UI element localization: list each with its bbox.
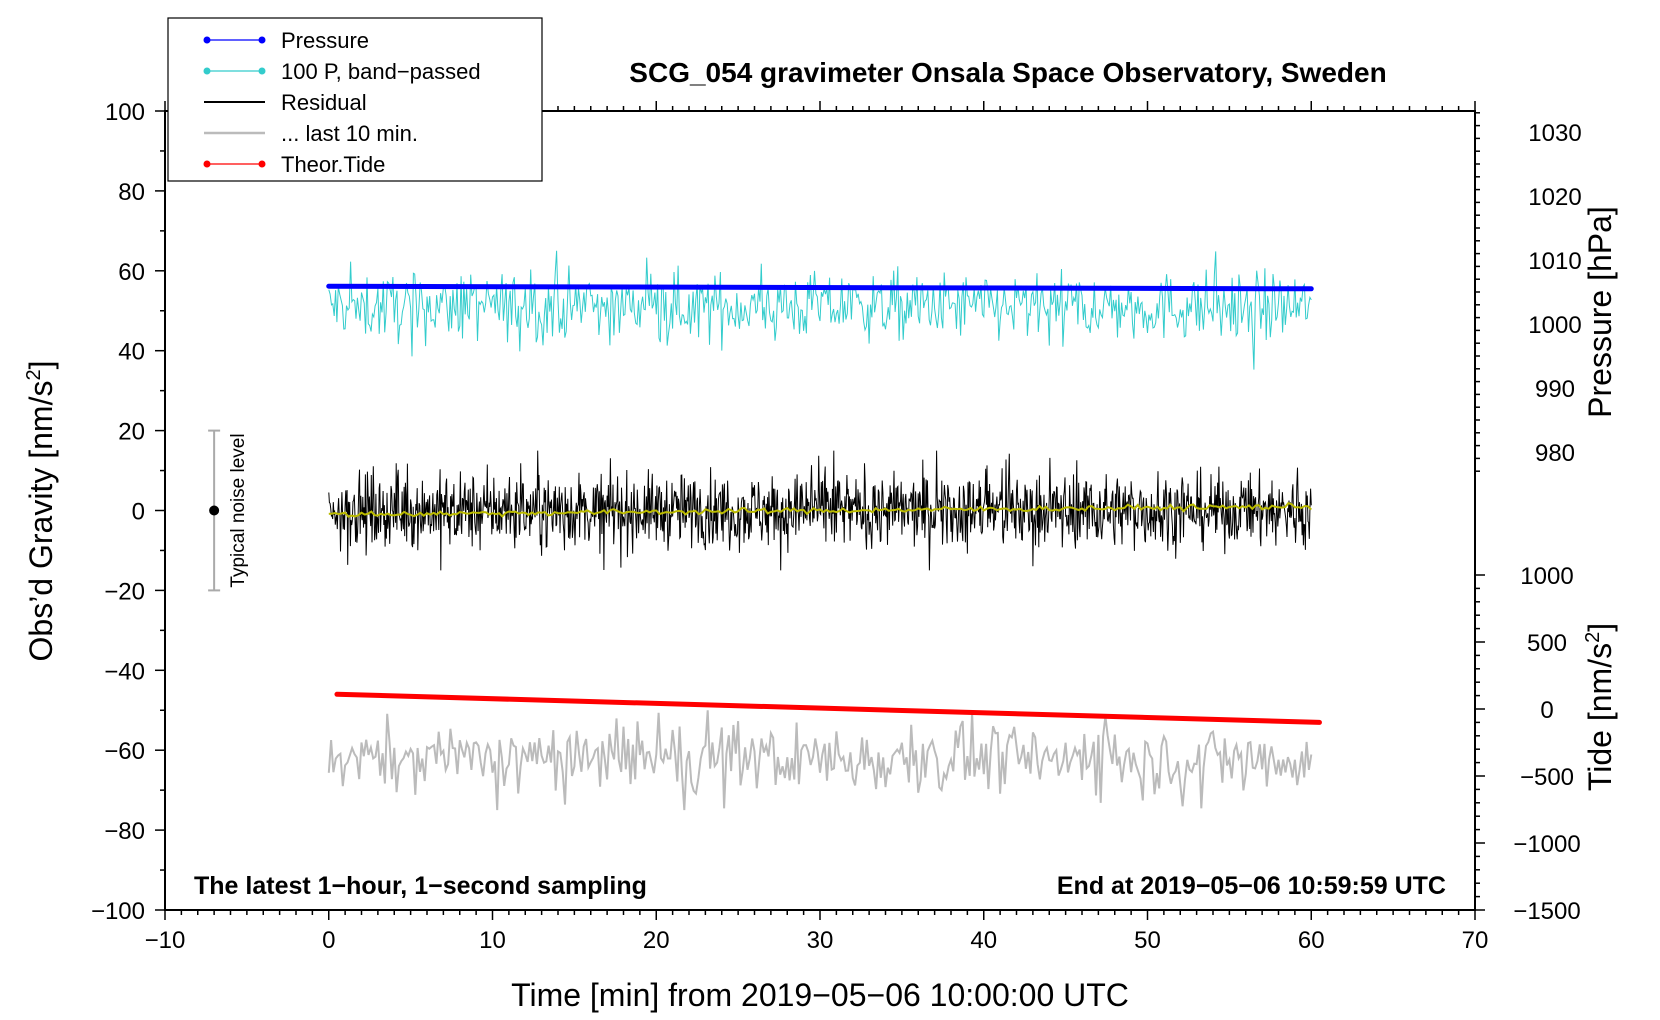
series-pressure: [326, 283, 1314, 292]
noise-level-dot: [209, 505, 220, 516]
legend-marker: [258, 160, 266, 168]
legend: Pressure 100 P, band−passed Residual ... la…: [167, 17, 543, 182]
y-axis-title-tide-end: ]: [1582, 623, 1618, 632]
tide-tick-label: −1000: [1513, 831, 1580, 858]
y-tick-label-left: 60: [118, 259, 145, 286]
x-axis-title: Time [min] from 2019−05−06 10:00:00 UTC: [511, 977, 1129, 1013]
tide-tick-label: −1500: [1513, 898, 1580, 925]
x-tick-label: 10: [479, 927, 506, 954]
legend-label: Pressure: [281, 28, 369, 53]
series-layer: [326, 250, 1322, 811]
x-tick-label: 50: [1134, 927, 1161, 954]
series-last-10-min: [327, 710, 1313, 811]
y-tick-label-left: −100: [91, 898, 145, 925]
x-tick-label: 60: [1298, 927, 1325, 954]
y-axis-title-left: Obs’d Gravity [nm/s2]: [23, 361, 59, 662]
noise-level-indicator: Typical noise level: [208, 429, 249, 592]
series-residual-mean: [328, 502, 1313, 518]
y-axis-title-left-sup: 2: [23, 369, 45, 380]
pressure-tick-label: 1030: [1528, 120, 1581, 147]
y-axis-title-tide-main: Tide [nm/s: [1582, 643, 1618, 791]
tick-marks: [155, 101, 1485, 920]
legend-marker: [258, 36, 266, 44]
x-tick-label: 70: [1462, 927, 1489, 954]
end-time-annotation: End at 2019−05−06 10:59:59 UTC: [1057, 872, 1446, 900]
y-tick-label-left: 20: [118, 419, 145, 446]
tide-tick-label: 0: [1540, 697, 1553, 724]
y-tick-label-left: 0: [132, 499, 145, 526]
legend-label: Theor.Tide: [281, 152, 385, 177]
y-axis-title-pressure: Pressure [hPa]: [1582, 206, 1618, 418]
y-axis-title-left-end: ]: [23, 361, 59, 370]
noise-level-label: Typical noise level: [228, 433, 249, 587]
pressure-tick-label: 980: [1535, 440, 1575, 467]
tick-labels: −10 0 10 20 30 40 50 60 70100806040200−20−40−60−…: [91, 99, 1582, 954]
sampling-annotation: The latest 1−hour, 1−second sampling: [194, 872, 647, 900]
x-tick-label: 40: [970, 927, 997, 954]
legend-label: ... last 10 min.: [281, 121, 418, 146]
series-theoretical-tide: [334, 691, 1322, 725]
y-tick-label-left: 80: [118, 179, 145, 206]
legend-label: Residual: [281, 90, 367, 115]
pressure-tick-label: 1000: [1528, 312, 1581, 339]
x-tick-label: −10: [145, 927, 186, 954]
x-tick-label: 0: [322, 927, 335, 954]
legend-label: 100 P, band−passed: [281, 59, 481, 84]
pressure-tick-label: 990: [1535, 376, 1575, 403]
pressure-tick-label: 1020: [1528, 184, 1581, 211]
x-tick-label: 20: [643, 927, 670, 954]
tide-tick-label: 1000: [1520, 563, 1573, 590]
series-bandpassed-pressure: [328, 250, 1312, 370]
y-axis-title-tide-sup: 2: [1582, 632, 1604, 643]
y-axis-title-left-main: Obs’d Gravity [nm/s: [23, 381, 59, 662]
legend-marker: [203, 160, 211, 168]
y-axis-title-tide: Tide [nm/s2]: [1582, 623, 1618, 791]
x-tick-label: 30: [807, 927, 834, 954]
legend-marker: [203, 67, 211, 75]
chart-title: SCG_054 gravimeter Onsala Space Observat…: [629, 57, 1386, 88]
y-tick-label-left: −60: [104, 738, 145, 765]
legend-marker: [203, 36, 211, 44]
y-tick-label-left: −80: [104, 818, 145, 845]
legend-box: [167, 17, 543, 182]
y-tick-label-left: 40: [118, 339, 145, 366]
tide-tick-label: 500: [1527, 630, 1567, 657]
legend-marker: [258, 67, 266, 75]
y-tick-label-left: −40: [104, 658, 145, 685]
tide-tick-label: −500: [1520, 764, 1574, 791]
y-tick-label-left: 100: [105, 99, 145, 126]
pressure-tick-label: 1010: [1528, 248, 1581, 275]
y-tick-label-left: −20: [104, 578, 145, 605]
